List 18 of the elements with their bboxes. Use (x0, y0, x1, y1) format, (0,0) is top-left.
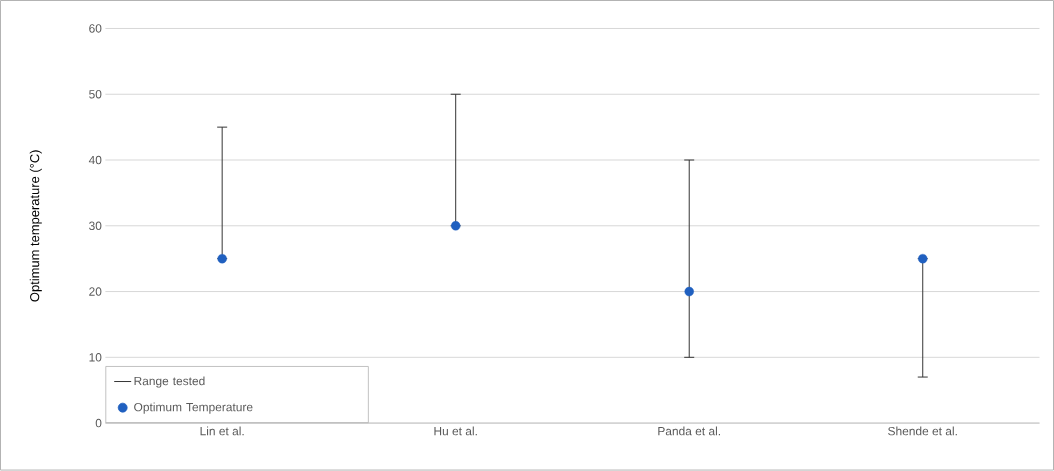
point (684, 287, 694, 297)
y-tick-label: 50 (89, 90, 102, 99)
x-tick-label: Shende et al. (888, 426, 957, 436)
y-tick-label: 10 (89, 353, 102, 362)
y-tick-label: 60 (89, 24, 102, 33)
point (217, 254, 227, 264)
y-tick-label: 0 (95, 419, 102, 428)
y-axis-title: Optimum temperature (°C) (29, 150, 42, 302)
x-tick-label: Lin et al. (200, 426, 244, 436)
point (918, 254, 928, 264)
legend-label: Optimum Temperature (134, 402, 253, 414)
y-tick-label: 40 (88, 156, 102, 165)
y-tick-label: 20 (89, 287, 102, 296)
x-tick-label: Hu et al. (434, 426, 477, 436)
point (451, 221, 461, 231)
x-tick-label: Panda et al. (658, 426, 720, 436)
y-tick-label: 30 (89, 221, 102, 231)
annotation: Range tested (134, 376, 205, 388)
